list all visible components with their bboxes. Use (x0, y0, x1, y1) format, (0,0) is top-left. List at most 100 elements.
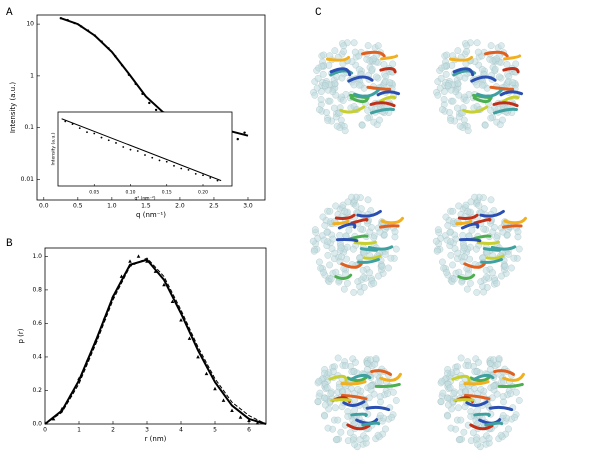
ribbon (339, 105, 366, 114)
bead (454, 104, 461, 112)
data-point (136, 150, 139, 152)
bead (449, 97, 457, 105)
data-point (236, 137, 239, 141)
bead (467, 198, 475, 206)
ribbon (503, 216, 528, 225)
ribbon (374, 382, 401, 388)
bead (373, 73, 380, 81)
bead (386, 79, 394, 86)
bead (344, 413, 352, 420)
bead (442, 213, 450, 221)
ribbon (356, 209, 382, 218)
ribbon (325, 55, 351, 62)
bead (443, 394, 451, 402)
bead (372, 355, 380, 362)
data-point (255, 421, 260, 425)
ribbon (334, 213, 356, 220)
bead (368, 65, 376, 73)
bead (389, 388, 397, 396)
data-point (151, 156, 154, 159)
bead (376, 393, 384, 400)
panel-label: B (6, 238, 13, 250)
x-tick-label: 0.15 (162, 190, 172, 196)
bead (454, 47, 462, 54)
data-point (196, 354, 200, 359)
bead (376, 116, 383, 124)
bead (497, 42, 505, 50)
x-tick-label: 2.5 (209, 203, 219, 210)
bead (323, 384, 331, 392)
bead (439, 106, 446, 113)
ribbon (472, 95, 493, 104)
bead (499, 228, 507, 236)
ribbon (370, 369, 392, 376)
bead (509, 79, 517, 86)
bead (467, 413, 475, 420)
bead (389, 60, 397, 68)
ribbon (493, 369, 515, 376)
bead (444, 82, 452, 89)
bead (360, 273, 368, 281)
bead (461, 74, 469, 82)
bead (461, 253, 468, 261)
bead (447, 117, 455, 124)
ribbon (463, 380, 490, 386)
bead (444, 369, 451, 377)
data-point (216, 179, 219, 182)
x-tick-label: 6 (247, 427, 251, 434)
bead (474, 406, 482, 414)
bead (437, 75, 445, 82)
bead (487, 196, 495, 204)
data-point (51, 416, 56, 421)
bead (320, 394, 328, 402)
bead (311, 226, 319, 234)
bead (465, 362, 472, 369)
bead (446, 228, 454, 236)
bead (310, 247, 318, 255)
ribbon (482, 247, 502, 252)
ribbon (349, 373, 372, 381)
y-tick-label: 0.2 (32, 387, 42, 394)
ribbon (380, 216, 405, 225)
data-point (136, 254, 141, 258)
ribbon (362, 254, 382, 260)
data-point (179, 318, 183, 322)
data-point (78, 127, 81, 130)
data-point (122, 146, 125, 148)
ribbon (484, 421, 504, 427)
bead (337, 244, 345, 252)
ribbon (473, 218, 492, 225)
ribbon (476, 240, 500, 245)
bead (364, 42, 372, 49)
bead (314, 75, 322, 82)
bead (460, 244, 468, 252)
bead (374, 431, 382, 439)
bead (438, 377, 446, 385)
bead (345, 226, 353, 234)
bead (367, 382, 375, 390)
bead (324, 117, 332, 124)
x-tick-label: 2 (111, 427, 115, 434)
bead (326, 97, 334, 105)
data-point (144, 154, 146, 156)
ribbon (448, 55, 474, 62)
data-point (204, 371, 209, 376)
bead (463, 42, 470, 50)
bead (381, 251, 389, 258)
bead (315, 377, 323, 385)
ribbon (451, 374, 471, 384)
x-axis-label: q (nm⁻¹) (136, 211, 166, 219)
bead (499, 412, 507, 419)
bead (344, 198, 352, 206)
bead (359, 267, 367, 274)
bead (337, 116, 345, 124)
y-tick-label: 0.4 (32, 353, 42, 360)
bead (436, 84, 444, 92)
bead (331, 104, 338, 112)
bead (370, 279, 378, 287)
bead (447, 238, 455, 246)
data-point (187, 336, 192, 340)
bead (440, 96, 448, 103)
y-tick-label: 1 (30, 72, 34, 79)
ribbon (353, 240, 377, 245)
